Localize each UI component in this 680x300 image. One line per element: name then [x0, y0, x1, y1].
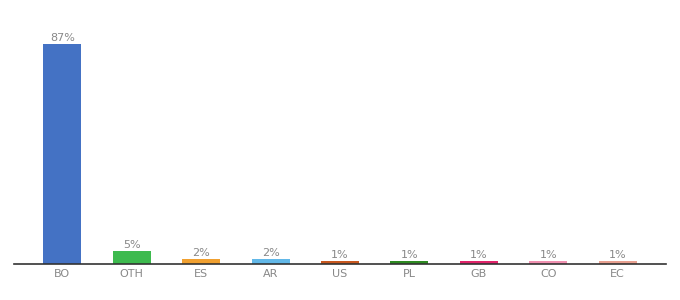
Bar	[598, 262, 636, 264]
Bar	[460, 262, 498, 264]
Bar	[390, 262, 428, 264]
Text: 1%: 1%	[470, 250, 488, 260]
Text: 1%: 1%	[539, 250, 557, 260]
Text: 2%: 2%	[262, 248, 279, 258]
Text: 5%: 5%	[123, 240, 141, 250]
Bar	[182, 259, 220, 264]
Bar	[321, 262, 359, 264]
Text: 1%: 1%	[401, 250, 418, 260]
Bar	[113, 251, 151, 264]
Bar	[44, 44, 82, 264]
Text: 2%: 2%	[192, 248, 210, 258]
Bar	[252, 259, 290, 264]
Bar	[529, 262, 567, 264]
Text: 1%: 1%	[609, 250, 626, 260]
Text: 1%: 1%	[331, 250, 349, 260]
Text: 87%: 87%	[50, 33, 75, 43]
